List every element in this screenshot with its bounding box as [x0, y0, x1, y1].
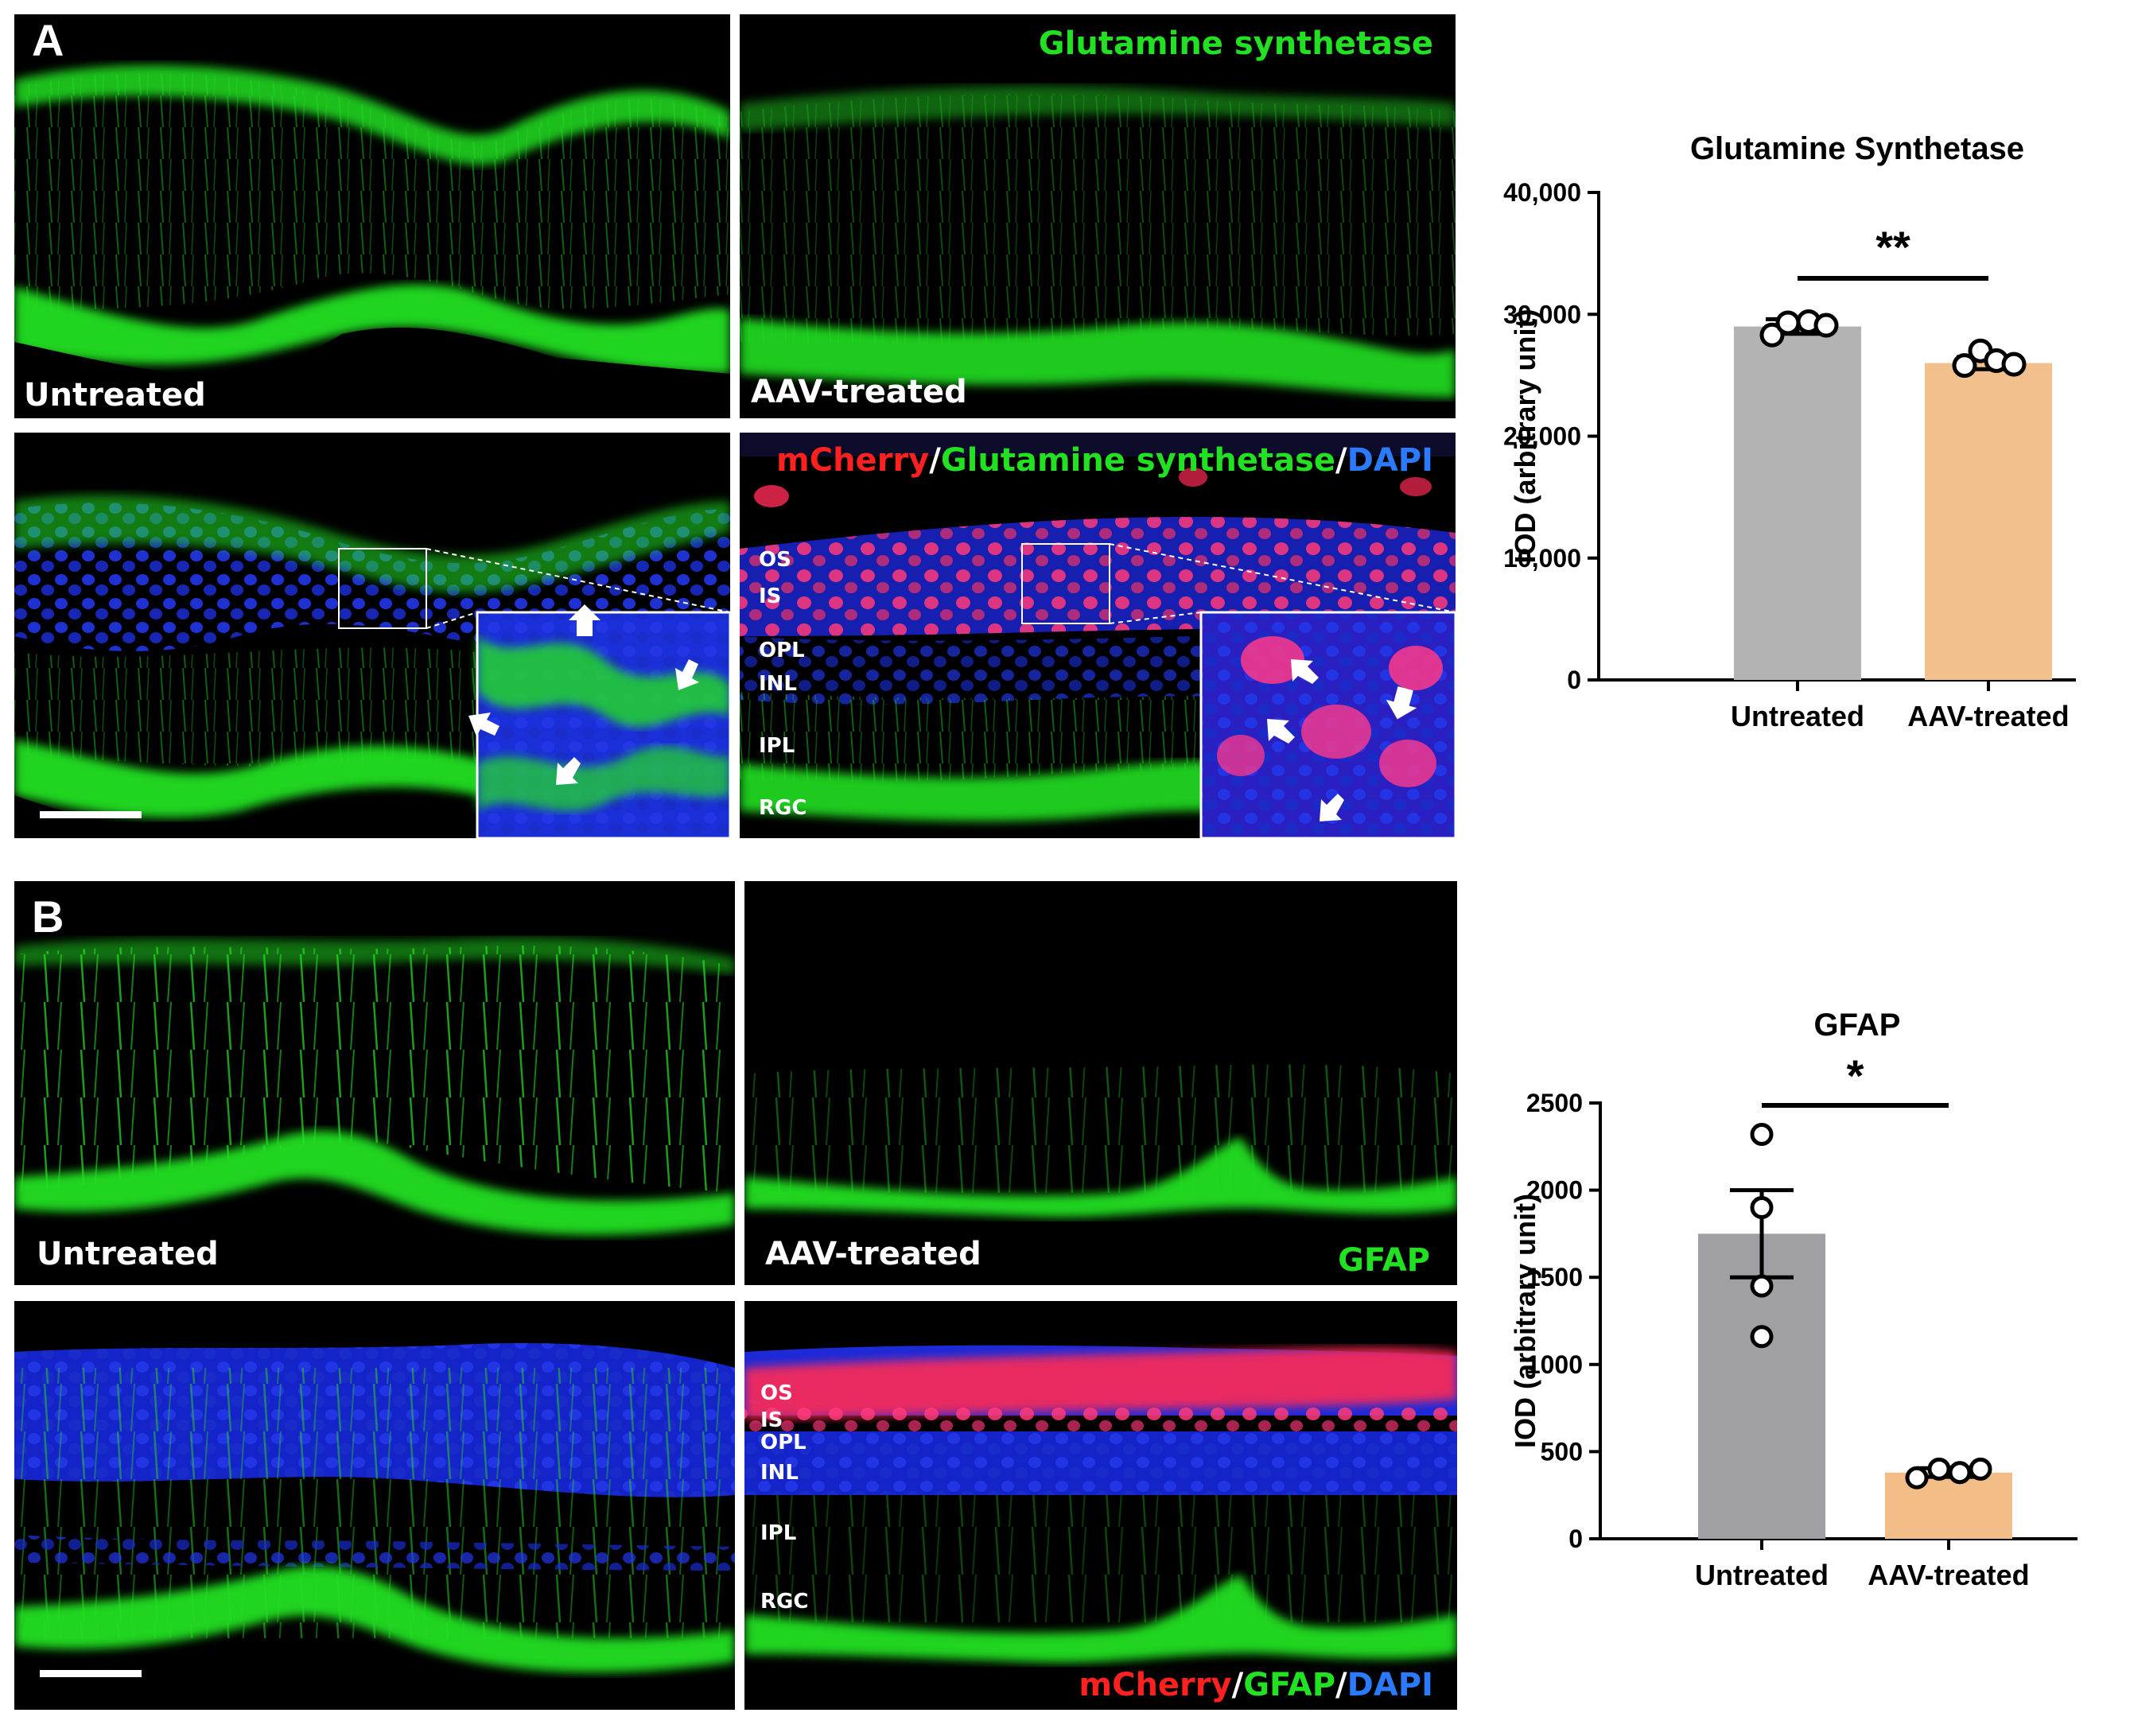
y-tick-label: 0 — [1567, 666, 1581, 694]
micrograph-a-untreated-merge — [14, 433, 730, 838]
data-point — [1775, 310, 1801, 336]
chart-title: Glutamine Synthetase — [1690, 131, 2024, 166]
merge-legend-mcherry: mCherry — [776, 442, 929, 479]
data-point — [1948, 1461, 1972, 1485]
y-tick-label: 20,000 — [1503, 422, 1581, 451]
merge-legend-slash: / — [1232, 1667, 1244, 1703]
chart-gfap: GFAP IOD (arbitrary unit) 0 500 1000 1500 2000… — [1509, 1008, 2078, 1591]
bar — [1734, 326, 1861, 680]
x-tick-label: AAV-treated — [1868, 1559, 2029, 1591]
data-point — [1952, 353, 1977, 379]
y-tick-label: 1000 — [1526, 1350, 1583, 1379]
scale-bar-a — [40, 811, 142, 818]
data-point — [2001, 351, 2027, 377]
inset-a-untreated — [468, 604, 730, 838]
micrograph-b-treated-merge — [744, 1301, 1457, 1710]
y-tick-label: 2500 — [1526, 1089, 1583, 1117]
micrograph-a-untreated — [14, 14, 730, 418]
data-point — [1905, 1466, 1929, 1489]
y-axis-label: IOD (arbitrary unit) — [1509, 1194, 1541, 1448]
panel-a-merge-legend: mCherry/Glutamine synthetase/DAPI — [776, 442, 1433, 479]
data-point — [1750, 1274, 1774, 1298]
data-point — [1927, 1457, 1951, 1481]
panel-a-layer-labels: OS IS OPL INL IPL RGC — [759, 548, 807, 820]
y-tick-label: 30,000 — [1503, 300, 1581, 328]
y-tick-label: 500 — [1541, 1437, 1583, 1466]
layer-label: IS — [760, 1408, 783, 1432]
chart-glutamine-synthetase: Glutamine Synthetase IOD (arbitrary unit)… — [1503, 131, 2076, 732]
y-axis-label: IOD (arbitrary unit) — [1509, 309, 1541, 563]
layer-label: OS — [759, 548, 791, 572]
layer-label: IPL — [760, 1521, 796, 1545]
layer-label: RGC — [759, 796, 807, 820]
significance-label: ** — [1875, 222, 1910, 272]
merge-legend-slash: / — [1335, 442, 1347, 479]
layer-label: OS — [760, 1381, 793, 1405]
layer-label: INL — [759, 672, 797, 696]
merge-legend-slash: / — [1335, 1667, 1347, 1703]
panel-b-micrographs — [14, 881, 1457, 1710]
layer-label: RGC — [760, 1590, 808, 1614]
significance-label: * — [1847, 1051, 1864, 1101]
layer-label: OPL — [759, 639, 805, 662]
layer-label: IPL — [759, 734, 795, 758]
micrograph-a-treated-merge — [740, 433, 1456, 838]
micrograph-b-untreated-merge — [14, 1301, 735, 1710]
panel-a-micrographs — [14, 14, 1456, 838]
data-point — [1969, 1457, 1992, 1481]
layer-label: IS — [759, 584, 781, 608]
layer-label: INL — [760, 1461, 799, 1485]
micrograph-b-treated — [744, 881, 1457, 1285]
merge-legend-mcherry: mCherry — [1079, 1667, 1231, 1703]
panel-a-untreated-label: Untreated — [24, 377, 206, 414]
merge-legend-dapi: DAPI — [1347, 1667, 1433, 1703]
data-point — [1759, 322, 1785, 348]
bar — [1885, 1472, 2012, 1539]
panel-b-letter: B — [32, 891, 64, 942]
panel-b-stain-label: GFAP — [1338, 1242, 1430, 1279]
x-tick-label: Untreated — [1695, 1559, 1829, 1591]
bar — [1925, 363, 2052, 680]
y-tick-label: 40,000 — [1503, 178, 1581, 207]
layer-label: OPL — [760, 1431, 807, 1454]
data-point — [1750, 1196, 1774, 1220]
panel-b-treated-label: AAV-treated — [765, 1236, 981, 1272]
data-point — [1813, 313, 1839, 338]
panel-b-layer-labels: OS IS OPL INL IPL RGC — [760, 1381, 808, 1614]
chart-title: GFAP — [1814, 1008, 1901, 1043]
x-tick-label: AAV-treated — [1907, 700, 2069, 732]
panel-b-merge-legend: mCherry/GFAP/DAPI — [1079, 1667, 1433, 1703]
micrograph-b-untreated — [14, 881, 735, 1285]
panel-a-letter: A — [32, 15, 64, 65]
merge-legend-stain: GFAP — [1243, 1667, 1335, 1703]
x-tick-label: Untreated — [1731, 700, 1864, 732]
y-tick-label: 2000 — [1526, 1176, 1583, 1205]
y-tick-label: 0 — [1568, 1524, 1583, 1553]
y-tick-label: 10,000 — [1503, 544, 1581, 573]
merge-legend-dapi: DAPI — [1347, 442, 1433, 479]
merge-legend-slash: / — [929, 442, 941, 479]
micrograph-a-treated — [740, 14, 1456, 418]
panel-b-untreated-label: Untreated — [37, 1236, 219, 1272]
merge-legend-stain: Glutamine synthetase — [941, 442, 1335, 479]
inset-a-treated — [1199, 611, 1456, 838]
y-tick-label: 1500 — [1526, 1263, 1583, 1291]
scale-bar-b — [40, 1670, 142, 1677]
data-point — [1750, 1122, 1774, 1146]
data-point — [1750, 1325, 1774, 1349]
panel-a-stain-label: Glutamine synthetase — [1039, 25, 1433, 62]
panel-a-treated-label: AAV-treated — [751, 374, 967, 410]
